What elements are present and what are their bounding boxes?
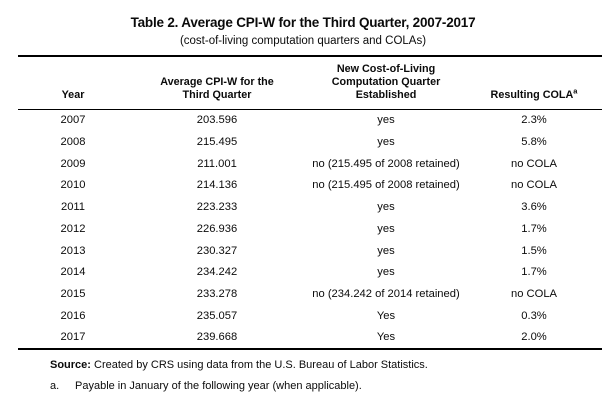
cell-year: 2017 <box>60 331 86 344</box>
table-row: 2008 215.495 yes 5.8% <box>18 131 602 153</box>
table-row: 2009 211.001 no (215.495 of 2008 retaine… <box>18 153 602 175</box>
cell-year: 2008 <box>60 135 86 148</box>
cell-cola: 2.3% <box>521 114 547 127</box>
col-header-cola: Resulting COLAa <box>466 56 602 110</box>
table-subtitle: (cost-of-living computation quarters and… <box>179 35 427 47</box>
cell-year: 2013 <box>60 244 86 257</box>
cell-cola: 0.3% <box>521 310 547 323</box>
cell-cpiw: 214.136 <box>196 179 238 192</box>
cell-cpiw: 215.495 <box>196 135 238 148</box>
cell-quarter: no (215.495 of 2008 retained) <box>312 157 460 170</box>
cell-cpiw: 226.936 <box>196 222 238 235</box>
footnote-marker-superscript: a <box>573 86 578 96</box>
cell-quarter: yes <box>377 222 395 235</box>
cell-year: 2011 <box>60 201 86 214</box>
col-header-year: Year <box>18 56 128 110</box>
cell-year: 2016 <box>60 310 86 323</box>
cell-quarter: yes <box>377 244 395 257</box>
table-row: 2007 203.596 yes 2.3% <box>18 109 602 131</box>
footnote-marker: a. <box>50 379 60 392</box>
cell-cola: 1.5% <box>521 244 547 257</box>
cpiw-cola-table: Year Average CPI-W for the Third Quarter… <box>18 55 602 350</box>
cell-cpiw: 235.057 <box>196 310 238 323</box>
cell-cola: 5.8% <box>521 135 547 148</box>
cell-quarter: yes <box>377 135 395 148</box>
table-row: 2017 239.668 Yes 2.0% <box>18 327 602 349</box>
cell-cpiw: 203.596 <box>196 114 238 127</box>
cell-quarter: no (234.242 of 2014 retained) <box>312 288 460 301</box>
table-header-row: Year Average CPI-W for the Third Quarter… <box>18 56 602 110</box>
cell-year: 2012 <box>60 222 86 235</box>
table-row: 2015 233.278 no (234.242 of 2014 retaine… <box>18 283 602 305</box>
cell-cola: 1.7% <box>521 222 547 235</box>
cell-quarter: Yes <box>376 310 396 323</box>
cell-year: 2010 <box>60 179 86 192</box>
cell-cpiw: 233.278 <box>196 288 238 301</box>
cell-cola: no COLA <box>510 179 558 192</box>
cell-cola: 1.7% <box>521 266 547 279</box>
table-row: 2016 235.057 Yes 0.3% <box>18 305 602 327</box>
col-header-quarter: New Cost-of-Living Computation Quarter E… <box>306 56 466 110</box>
table-row: 2011 223.233 yes 3.6% <box>18 196 602 218</box>
table-row: 2012 226.936 yes 1.7% <box>18 218 602 240</box>
source-label: Source: <box>50 358 91 371</box>
table-notes: Source: Created by CRS using data from t… <box>50 359 596 394</box>
col-header-cpiw: Average CPI-W for the Third Quarter <box>128 56 306 110</box>
cell-quarter: yes <box>377 114 395 127</box>
cell-quarter: no (215.495 of 2008 retained) <box>312 179 460 192</box>
cell-year: 2014 <box>60 266 86 279</box>
cell-cola: 3.6% <box>521 201 547 214</box>
cell-quarter: yes <box>377 266 395 279</box>
cell-cola: 2.0% <box>521 331 547 344</box>
cell-cola: no COLA <box>510 157 558 170</box>
cell-quarter: yes <box>377 201 395 214</box>
source-note: Source: Created by CRS using data from t… <box>50 359 596 373</box>
cell-year: 2015 <box>60 288 86 301</box>
cell-cpiw: 230.327 <box>196 244 238 257</box>
cell-cpiw: 211.001 <box>197 157 237 170</box>
table-row: 2014 234.242 yes 1.7% <box>18 262 602 284</box>
cell-cpiw: 234.242 <box>196 266 238 279</box>
cell-year: 2009 <box>60 157 86 170</box>
cell-cola: no COLA <box>510 288 558 301</box>
table-title: Table 2. Average CPI-W for the Third Qua… <box>130 15 476 30</box>
table-row: 2013 230.327 yes 1.5% <box>18 240 602 262</box>
table-row: 2010 214.136 no (215.495 of 2008 retaine… <box>18 174 602 196</box>
cell-cpiw: 223.233 <box>196 201 238 214</box>
footnote-text: Payable in January of the following year… <box>75 379 362 392</box>
cell-quarter: Yes <box>376 331 396 344</box>
cell-year: 2007 <box>60 114 86 127</box>
cell-cpiw: 239.668 <box>196 331 238 344</box>
source-text: Created by CRS using data from the U.S. … <box>90 358 428 371</box>
footnote-a: a. Payable in January of the following y… <box>50 380 596 394</box>
